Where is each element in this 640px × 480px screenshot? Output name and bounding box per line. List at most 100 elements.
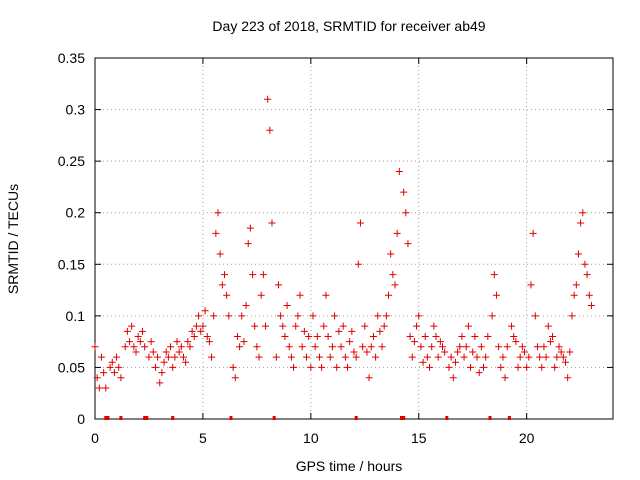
data-point <box>205 338 213 346</box>
data-point <box>128 322 136 330</box>
data-point <box>138 327 146 335</box>
data-point <box>372 353 380 361</box>
data-point <box>408 353 416 361</box>
data-point <box>195 312 203 320</box>
data-point <box>350 348 358 356</box>
data-point <box>579 209 587 217</box>
data-point <box>484 332 492 340</box>
data-point <box>266 126 274 134</box>
y-tick-label: 0.2 <box>66 205 86 221</box>
data-point <box>283 302 291 310</box>
data-point <box>281 332 289 340</box>
data-point <box>208 353 216 361</box>
data-point <box>387 250 395 258</box>
data-point <box>436 338 444 346</box>
data-point <box>469 348 477 356</box>
data-point <box>475 369 483 377</box>
data-point <box>432 332 440 340</box>
y-tick-label: 0.25 <box>58 153 85 169</box>
data-point <box>512 338 520 346</box>
data-point <box>480 363 487 371</box>
data-point <box>423 353 431 361</box>
data-point <box>510 332 518 340</box>
data-point <box>279 322 287 330</box>
data-point <box>566 348 574 356</box>
data-point <box>415 312 423 320</box>
data-point <box>121 343 129 351</box>
data-point <box>95 384 103 392</box>
data-point <box>538 363 546 371</box>
data-point <box>581 260 589 268</box>
data-point <box>574 250 582 258</box>
data-point <box>231 374 239 382</box>
data-point <box>305 332 313 340</box>
data-point <box>492 291 500 299</box>
data-point <box>341 353 349 361</box>
data-point <box>134 332 142 340</box>
data-point <box>287 353 295 361</box>
data-point <box>262 322 270 330</box>
data-point <box>333 363 341 371</box>
data-point <box>428 343 436 351</box>
data-point <box>113 353 121 361</box>
data-point <box>141 343 149 351</box>
data-point <box>406 332 414 340</box>
gap-markers <box>104 416 511 420</box>
data-point <box>447 353 455 361</box>
grid <box>95 58 613 419</box>
data-point <box>186 343 194 351</box>
data-point <box>285 343 293 351</box>
data-point <box>242 302 250 310</box>
data-point <box>309 312 317 320</box>
data-point <box>313 332 321 340</box>
data-point <box>464 322 472 330</box>
data-point <box>497 363 505 371</box>
y-tick-label: 0.35 <box>58 50 85 66</box>
data-point <box>179 353 187 361</box>
data-point <box>346 338 354 346</box>
data-point <box>449 374 457 382</box>
data-point <box>249 271 257 279</box>
data-point <box>233 332 241 340</box>
data-point <box>419 358 427 366</box>
data-point <box>367 343 375 351</box>
data-points <box>91 95 595 392</box>
data-point <box>255 353 263 361</box>
data-point <box>533 343 541 351</box>
data-point <box>210 312 218 320</box>
data-point <box>298 343 306 351</box>
data-point <box>521 348 529 356</box>
data-point <box>223 291 231 299</box>
data-point <box>559 353 567 361</box>
data-point <box>169 363 177 371</box>
data-point <box>471 332 479 340</box>
data-point <box>413 322 421 330</box>
data-point <box>264 95 272 103</box>
data-point <box>296 291 304 299</box>
data-point <box>203 332 211 340</box>
data-point <box>277 312 285 320</box>
x-axis-label: GPS time / hours <box>296 458 403 474</box>
data-point <box>257 291 265 299</box>
data-point <box>577 219 585 227</box>
data-point <box>164 353 172 361</box>
y-tick-label: 0.15 <box>58 256 85 272</box>
data-point <box>557 348 565 356</box>
data-point <box>322 291 330 299</box>
data-point <box>518 343 526 351</box>
data-point <box>216 250 224 258</box>
data-point <box>303 353 311 361</box>
data-point <box>376 327 384 335</box>
data-point <box>587 302 595 310</box>
data-point <box>117 374 125 382</box>
data-point <box>136 338 144 346</box>
data-point <box>212 229 220 237</box>
data-point <box>514 363 522 371</box>
data-point <box>445 363 453 371</box>
data-point <box>391 281 399 289</box>
data-point <box>130 343 138 351</box>
data-point <box>253 343 261 351</box>
data-point <box>268 219 276 227</box>
data-point <box>171 353 179 361</box>
